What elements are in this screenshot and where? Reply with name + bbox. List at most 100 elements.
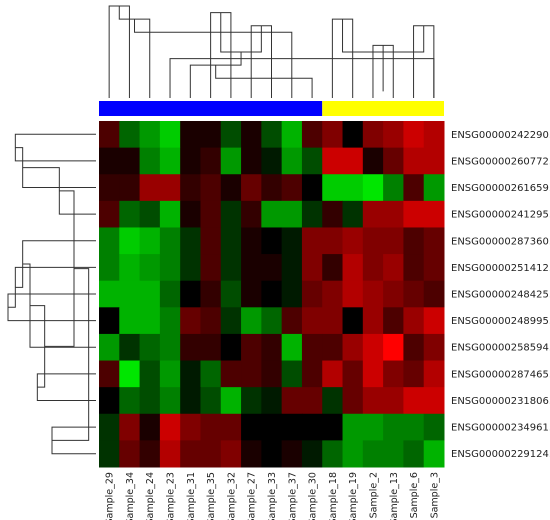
heatmap-cell [362,200,384,228]
heatmap-cell [423,307,445,335]
heatmap-cell [159,307,181,335]
heatmap-cell [281,413,303,441]
heatmap-cell [301,413,323,441]
heatmap-cell [261,333,283,362]
heatmap-cell [200,147,222,175]
heatmap-cell [99,360,120,388]
row-label: ENSG00000287465.1 [451,369,550,380]
heatmap-cell [342,121,364,149]
heatmap-cell [159,227,181,255]
row-label: ENSG00000231806.3 [451,396,550,407]
heatmap-cell [362,360,384,388]
heatmap-cell [423,280,445,308]
heatmap-cell [200,387,222,415]
row-label: ENSG00000248425.1 [451,290,550,301]
heatmap-cell [301,174,323,202]
heatmap-cell [281,254,303,282]
heatmap-cell [342,280,364,308]
heatmap-cell [281,333,303,362]
heatmap-cell [119,227,141,255]
heatmap-cell [180,440,201,468]
column-label: Sample_27 [247,472,258,520]
heatmap-cell [220,333,242,362]
heatmap-cell [220,227,242,255]
heatmap-cell [301,280,323,308]
row-label: ENSG00000248995.2 [451,316,550,327]
heatmap-cell [261,227,283,255]
heatmap-cell [281,360,303,388]
heatmap-cell [119,307,141,335]
heatmap-cell [423,254,445,282]
heatmap-cell [342,387,364,415]
heatmap-cell [220,121,242,149]
heatmap-cell [362,387,384,415]
heatmap-cell [139,227,161,255]
heatmap-cell [180,307,201,335]
heatmap-cell [281,174,303,202]
heatmap-cell [322,360,344,388]
heatmap-cell [220,440,242,468]
column-dendrogram-branch [134,19,293,98]
heatmap-cell [301,440,323,468]
heatmap-cell [322,440,344,468]
heatmap-cell [119,413,141,441]
heatmap-cell [200,360,222,388]
heatmap-cell [261,440,283,468]
heatmap-cell [301,227,323,255]
heatmap-cell [322,200,344,228]
heatmap-cell [383,280,404,308]
heatmap-cell [362,174,384,202]
column-label: Sample_30 [308,472,319,520]
column-label: Sample_19 [348,472,359,520]
heatmap-cell [220,174,242,202]
heatmap-cell [159,333,181,362]
heatmap-cell [119,254,141,282]
heatmap-cell [119,440,141,468]
row-dendrogram-branch [14,133,96,162]
heatmap-cell [200,280,222,308]
heatmap-cell [119,360,141,388]
column-label: Sample_33 [267,472,278,520]
heatmap-cell [99,200,120,228]
heatmap-cell [301,121,323,149]
heatmap-cell [423,440,445,468]
heatmap-cell [301,360,323,388]
heatmap-cell [322,280,344,308]
heatmap-cell [119,174,141,202]
heatmap-cell [200,440,222,468]
heatmap-cell [241,121,262,149]
column-label: Sample_2 [368,472,379,518]
heatmap-cell [362,227,384,255]
row-label: ENSG00000229124.7 [451,449,550,460]
column-label: Sample_29 [105,472,116,520]
heatmap-cell [99,440,120,468]
heatmap-cell [403,200,425,228]
heatmap-cell [383,333,404,362]
heatmap-cell [403,147,425,175]
heatmap-cell [261,147,283,175]
heatmap-cell [362,121,384,149]
heatmap-cell [301,387,323,415]
heatmap-cell [342,227,364,255]
heatmap-cell [261,307,283,335]
heatmap-cell [261,200,283,228]
heatmap-cell [261,254,283,282]
heatmap-cell [200,227,222,255]
heatmap-cell [281,280,303,308]
heatmap-cell [403,254,425,282]
column-label: Sample_6 [409,472,420,518]
heatmap-cell [403,440,425,468]
heatmap-cell [403,121,425,149]
heatmap-cell [139,254,161,282]
heatmap-cell [139,147,161,175]
heatmap-cell [423,333,445,362]
heatmap-cell [322,227,344,255]
column-label: Sample_37 [287,472,298,520]
heatmap-cell [159,147,181,175]
heatmap-cell [281,227,303,255]
heatmap-cell [342,333,364,362]
heatmap-cell [403,307,425,335]
heatmap-cell [403,333,425,362]
heatmap-cell [119,147,141,175]
heatmap-cell [200,413,222,441]
